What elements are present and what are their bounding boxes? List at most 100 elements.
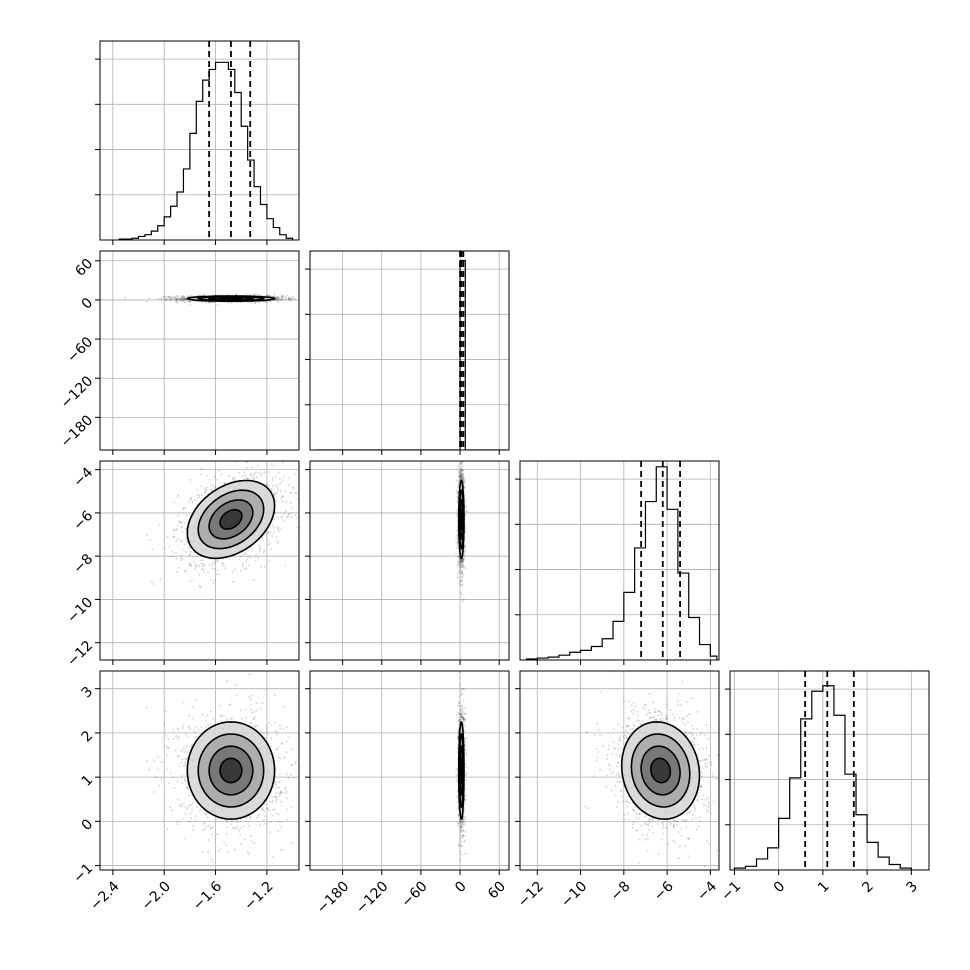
scatter-point	[457, 482, 460, 485]
scatter-point	[460, 583, 462, 586]
scatter-point	[242, 565, 244, 567]
scatter-point	[189, 728, 192, 731]
axes-frame	[99, 250, 300, 451]
scatter-point	[182, 549, 185, 551]
scatter-point	[460, 468, 463, 470]
scatter-point	[461, 563, 464, 565]
scatter-point	[460, 472, 463, 475]
scatter-point	[175, 300, 178, 303]
scatter-point	[205, 474, 208, 477]
scatter-point	[191, 501, 194, 504]
scatter-point	[276, 492, 278, 494]
scatter-point	[152, 582, 155, 585]
scatter-point	[266, 483, 269, 486]
scatter-point	[208, 301, 211, 304]
scatter-point	[286, 294, 289, 297]
scatter-point	[459, 562, 462, 565]
scatter-point	[460, 463, 463, 466]
axes-frame	[729, 670, 930, 871]
scatter-point	[465, 505, 467, 508]
hist-panel-3	[725, 670, 930, 871]
scatter-point	[249, 721, 252, 724]
scatter-point	[458, 476, 461, 479]
scatter-point	[203, 486, 206, 489]
scatter-point	[461, 579, 463, 582]
scatter-point	[175, 540, 178, 543]
scatter-point	[227, 851, 230, 854]
scatter-point	[462, 481, 465, 484]
scatter-point	[250, 472, 253, 475]
scatter-point	[188, 554, 191, 557]
scatter-point	[461, 476, 464, 479]
scatter-point	[275, 749, 278, 751]
scatter-point	[253, 715, 256, 718]
scatter-point	[458, 570, 461, 573]
scatter-point	[460, 462, 463, 465]
scatter-point	[305, 497, 307, 499]
scatter-point	[202, 565, 205, 568]
scatter-point	[282, 519, 285, 522]
scatter-point	[188, 804, 191, 807]
scatter-point	[277, 471, 280, 474]
scatter-point	[281, 495, 283, 498]
scatter-point	[172, 535, 175, 538]
scatter-point	[256, 476, 259, 479]
scatter-point	[184, 757, 187, 760]
scatter-point	[172, 295, 175, 298]
scatter-point	[183, 750, 186, 753]
scatter-point	[164, 710, 167, 713]
scatter-point	[223, 482, 226, 485]
scatter-point	[184, 837, 187, 840]
scatter-point	[171, 809, 174, 812]
scatter-point	[460, 561, 463, 564]
scatter-point	[459, 469, 462, 472]
scatter-point	[456, 576, 459, 578]
scatter-point	[459, 560, 462, 563]
contour-2	[458, 479, 465, 560]
scatter-point	[267, 484, 270, 487]
scatter-point	[157, 298, 160, 301]
scatter-point	[180, 295, 183, 298]
scatter-point	[271, 484, 274, 487]
scatter-point	[274, 299, 277, 302]
scatter-point	[460, 572, 463, 575]
scatter-point	[195, 566, 198, 569]
scatter-point	[176, 780, 179, 783]
scatter-point	[198, 494, 201, 497]
scatter-point	[272, 531, 275, 534]
scatter-point	[458, 481, 461, 484]
scatter-point	[160, 297, 162, 300]
scatter-point	[458, 556, 461, 559]
scatter-point	[200, 485, 203, 488]
scatter-point	[284, 564, 287, 567]
scatter-point	[184, 527, 187, 530]
scatter-point	[292, 487, 295, 490]
axes-frame	[519, 460, 720, 661]
scatter-point	[458, 561, 461, 564]
scatter-point	[268, 542, 271, 545]
scatter-point	[180, 805, 183, 808]
scatter-point	[171, 296, 174, 299]
scatter-point	[254, 302, 256, 305]
scatter-point	[180, 520, 183, 523]
scatter-point	[176, 823, 179, 826]
scatter-point	[181, 298, 184, 301]
scatter-point	[288, 297, 291, 300]
axes-frame	[309, 460, 510, 661]
scatter-point	[204, 491, 207, 494]
scatter-point	[277, 297, 280, 300]
scatter-point	[166, 536, 169, 539]
scatter-point	[263, 823, 266, 825]
scatter-point	[212, 561, 215, 564]
scatter-point	[460, 558, 463, 561]
scatter-point	[462, 478, 465, 481]
scatter-point	[266, 807, 269, 810]
scatter-point	[459, 476, 462, 479]
scatter-point	[177, 297, 180, 300]
scatter-point	[124, 296, 127, 299]
scatter-point	[186, 751, 189, 754]
scatter-point	[194, 499, 197, 502]
scatter-point	[457, 479, 460, 482]
scatter-point	[266, 539, 269, 542]
scatter-point	[175, 299, 178, 302]
